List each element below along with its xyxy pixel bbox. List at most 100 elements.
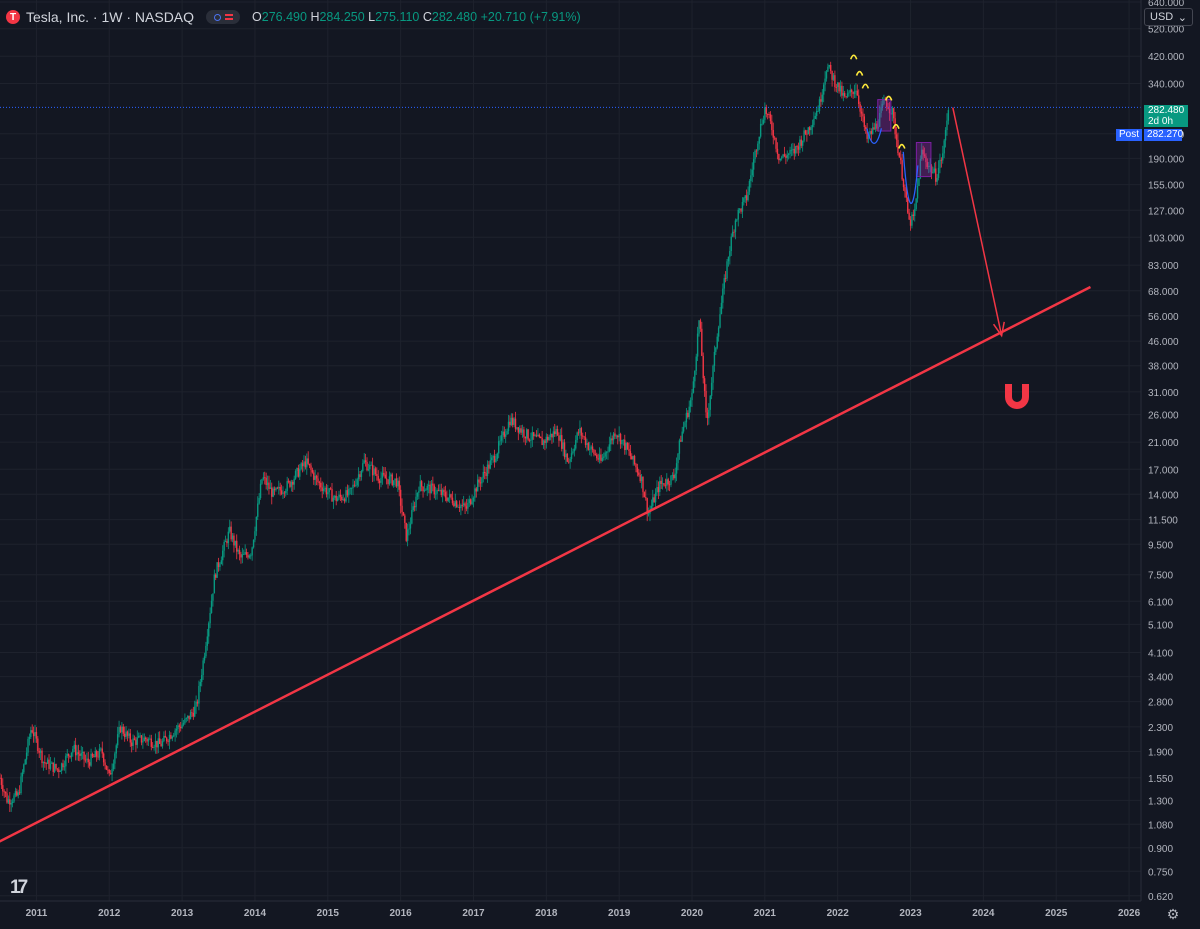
candle-body (780, 157, 783, 159)
candle-body (503, 431, 506, 437)
candle-body (566, 453, 569, 462)
candle-body (888, 109, 891, 114)
symbol-title[interactable]: Tesla, Inc. · 1W · NASDAQ (26, 9, 195, 25)
candle-body (38, 750, 40, 753)
candle-body (339, 494, 342, 497)
x-tick-label: 2022 (827, 908, 850, 919)
candle-body (614, 433, 616, 437)
candle-body (136, 737, 138, 745)
candle-body (771, 121, 773, 131)
candle-body (762, 119, 765, 124)
candle-body (180, 726, 182, 729)
candle-body (259, 483, 262, 498)
candle-body (935, 168, 937, 182)
candle-body (287, 481, 290, 482)
bar-countdown: 2d 0h (1148, 115, 1174, 127)
candle-body (720, 302, 723, 315)
candle-body (167, 741, 169, 742)
y-tick-label: 1.550 (1148, 774, 1173, 785)
candle-body (523, 429, 525, 437)
candle-body (701, 328, 703, 356)
candle-body (161, 741, 164, 747)
candle-body (406, 529, 409, 541)
candle-body (328, 488, 330, 493)
candle-body (554, 431, 556, 435)
candle-body (35, 732, 38, 739)
candle-body (786, 154, 788, 158)
candle-body (118, 726, 120, 735)
candle-body (839, 85, 842, 92)
candle-body (397, 480, 399, 487)
candle-body (748, 181, 751, 192)
candle-body (240, 554, 242, 558)
candle-body (299, 468, 301, 477)
candle-body (768, 114, 770, 115)
candle-body (324, 487, 326, 489)
candle-body (729, 251, 731, 257)
projection-arrow-line (952, 107, 1003, 336)
candle-body (194, 706, 196, 717)
candle-body (395, 478, 398, 487)
candle-body (797, 146, 800, 150)
candle-body (434, 493, 437, 495)
candle-body (747, 191, 749, 201)
candle-body (789, 149, 791, 154)
candle-body (436, 490, 438, 494)
market-status-icons[interactable] (206, 10, 241, 24)
y-tick-label: 5.100 (1148, 620, 1173, 631)
candle-body (873, 127, 875, 130)
candle-body (30, 730, 32, 737)
candle-body (944, 130, 947, 141)
high-value: 284.250 (319, 10, 365, 24)
candle-body (469, 499, 472, 505)
candle-body (625, 443, 627, 451)
candle-body (341, 496, 343, 500)
candle-body (877, 126, 880, 129)
candle-body (132, 738, 134, 746)
candle-body (915, 198, 917, 210)
candle-body (471, 501, 473, 505)
currency-select[interactable]: USD ⌄ (1144, 8, 1193, 26)
candle-body (583, 436, 585, 438)
candle-body (881, 103, 884, 107)
candle-body (423, 490, 426, 492)
candle-body (787, 153, 790, 155)
candle-body (198, 685, 200, 704)
candle-body (483, 471, 486, 474)
candle-body (474, 488, 476, 498)
candle-body (597, 458, 599, 460)
candle-body (879, 112, 881, 127)
candle-body (294, 470, 297, 479)
x-tick-label: 2011 (26, 908, 48, 919)
candle-body (454, 501, 456, 507)
candle-body (831, 70, 833, 80)
y-tick-label: 14.000 (1148, 490, 1179, 501)
candle-body (745, 195, 748, 201)
candle-body (266, 482, 269, 485)
candle-body (356, 479, 358, 486)
tradingview-logo-icon[interactable]: 17 (10, 877, 28, 898)
candle-body (611, 438, 613, 441)
candle-body (734, 220, 737, 232)
magnet-icon[interactable] (1005, 384, 1029, 409)
candle-body (219, 564, 221, 568)
candle-body (736, 219, 738, 221)
candle-body (650, 505, 653, 510)
candle-body (715, 347, 717, 352)
candle-body (101, 748, 103, 754)
candle-body (565, 453, 567, 458)
y-tick-label: 127.000 (1148, 206, 1185, 217)
y-tick-label: 7.500 (1148, 571, 1173, 582)
candle-body (455, 501, 458, 507)
y-tick-label: 103.000 (1148, 233, 1185, 244)
candle-body (143, 737, 145, 742)
gear-icon[interactable]: ⚙ (1166, 906, 1180, 922)
chart-grid (0, 0, 1141, 901)
candle-body (203, 656, 206, 661)
candle-body (757, 143, 759, 151)
y-tick-label: 2.800 (1148, 698, 1173, 709)
candle-body (807, 127, 809, 135)
candle-body (191, 712, 193, 714)
time-axis[interactable]: 2011 2012 2013 2014 2015 2016 2017 2018 2019 2020… (0, 900, 1200, 929)
